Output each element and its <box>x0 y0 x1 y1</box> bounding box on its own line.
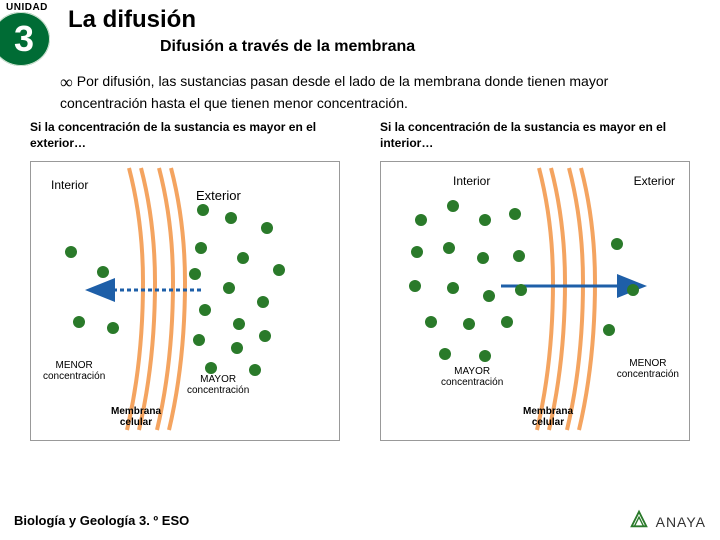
page-subtitle: Difusión a través de la membrana <box>160 38 415 56</box>
unit-label: UNIDAD <box>6 2 48 13</box>
bullet-icon: ∞ <box>60 72 73 92</box>
brand-text: ANAYA <box>656 514 706 530</box>
label-menor-right: MENOR concentración <box>617 358 679 380</box>
unit-badge: UNIDAD 3 <box>0 0 56 66</box>
diagram-left: Interior Exterior MENOR concentración MA… <box>30 161 340 441</box>
unit-number: 3 <box>14 18 34 60</box>
diagram-left-svg <box>31 162 341 442</box>
label-interior-left: Interior <box>51 178 88 192</box>
footer-text: Biología y Geología 3. º ESO <box>14 513 189 528</box>
label-membrana-left: Membrana celular <box>111 406 161 428</box>
label-exterior-right: Exterior <box>634 174 675 188</box>
label-interior-right: Interior <box>453 174 490 188</box>
brand-logo-icon <box>628 508 650 530</box>
label-membrana-right: Membrana celular <box>523 406 573 428</box>
diagram-right-svg <box>381 162 691 442</box>
brand: ANAYA <box>628 508 706 530</box>
label-menor-left: MENOR concentración <box>43 360 105 382</box>
panel-right: Si la concentración de la sustancia es m… <box>380 120 690 441</box>
label-exterior-left: Exterior <box>196 188 241 203</box>
panel-right-heading: Si la concentración de la sustancia es m… <box>380 120 690 151</box>
panel-left: Si la concentración de la sustancia es m… <box>30 120 340 441</box>
body-text-content: Por difusión, las sustancias pasan desde… <box>60 73 608 111</box>
panel-left-heading: Si la concentración de la sustancia es m… <box>30 120 340 151</box>
label-mayor-right: MAYOR concentración <box>441 366 503 388</box>
page-title: La difusión <box>68 6 196 34</box>
diagram-panels: Si la concentración de la sustancia es m… <box>30 120 690 441</box>
body-text: ∞ Por difusión, las sustancias pasan des… <box>60 70 690 113</box>
label-mayor-left: MAYOR concentración <box>187 374 249 396</box>
diagram-right: Interior Exterior MAYOR concentración ME… <box>380 161 690 441</box>
